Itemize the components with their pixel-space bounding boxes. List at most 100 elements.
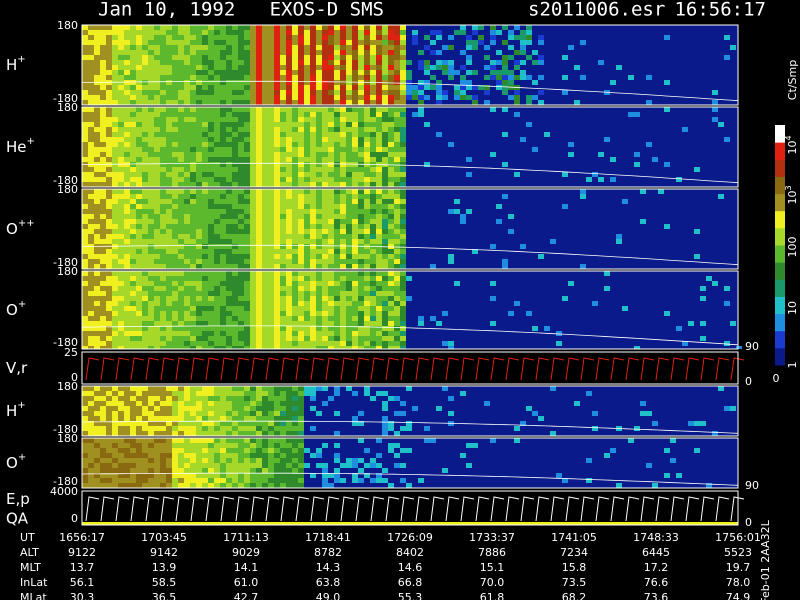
cell xyxy=(226,473,232,478)
cell xyxy=(142,30,148,35)
cell xyxy=(280,219,286,224)
cell xyxy=(304,346,310,349)
cell xyxy=(244,65,250,70)
cell xyxy=(154,296,160,301)
panel-frame xyxy=(81,490,739,526)
cell xyxy=(322,468,328,473)
cell xyxy=(334,182,340,187)
cell xyxy=(208,224,214,229)
cell xyxy=(310,100,316,105)
cell xyxy=(316,107,322,112)
cell xyxy=(262,127,268,132)
cell xyxy=(130,25,136,30)
cell xyxy=(322,177,328,182)
cell xyxy=(220,177,226,182)
label-sup: + xyxy=(18,299,26,310)
cell xyxy=(124,438,130,443)
cell xyxy=(238,468,244,473)
cell xyxy=(322,50,328,55)
cell xyxy=(196,296,202,301)
cell xyxy=(130,30,136,35)
cell xyxy=(634,162,640,167)
cell xyxy=(250,204,256,209)
cell xyxy=(232,45,238,50)
cell xyxy=(262,234,268,239)
cell xyxy=(250,209,256,214)
cell xyxy=(286,306,292,311)
cell xyxy=(340,152,346,157)
cell xyxy=(568,45,574,50)
cell xyxy=(238,75,244,80)
cell xyxy=(634,112,640,117)
cell xyxy=(424,438,430,443)
cell xyxy=(328,182,334,187)
cell xyxy=(340,346,346,349)
cell xyxy=(130,483,136,488)
cell xyxy=(274,271,280,276)
cell xyxy=(628,438,634,443)
cell xyxy=(262,291,268,296)
cell xyxy=(322,204,328,209)
cell xyxy=(220,249,226,254)
cell xyxy=(292,199,298,204)
cell xyxy=(184,107,190,112)
cell xyxy=(94,112,100,117)
cell xyxy=(328,219,334,224)
cell xyxy=(328,321,334,326)
cell xyxy=(232,426,238,431)
cell xyxy=(358,127,364,132)
cell xyxy=(136,411,142,416)
cell xyxy=(388,483,394,488)
cell xyxy=(82,30,88,35)
cell xyxy=(148,426,154,431)
cell xyxy=(292,473,298,478)
cell xyxy=(346,311,352,316)
cell xyxy=(88,306,94,311)
cell xyxy=(298,326,304,331)
cell xyxy=(136,85,142,90)
cell xyxy=(142,167,148,172)
cell xyxy=(346,85,352,90)
cell xyxy=(124,453,130,458)
cell xyxy=(364,85,370,90)
cell xyxy=(280,296,286,301)
cell xyxy=(316,209,322,214)
cell xyxy=(232,326,238,331)
cell xyxy=(88,147,94,152)
cell xyxy=(172,95,178,100)
cell xyxy=(202,182,208,187)
cell xyxy=(250,147,256,152)
cell xyxy=(238,326,244,331)
cell xyxy=(232,234,238,239)
cell xyxy=(118,85,124,90)
cell xyxy=(100,30,106,35)
cell xyxy=(100,478,106,483)
cell xyxy=(262,224,268,229)
cell xyxy=(142,80,148,85)
cell xyxy=(142,100,148,105)
cell xyxy=(364,182,370,187)
cell xyxy=(82,321,88,326)
cell xyxy=(160,291,166,296)
cell xyxy=(124,341,130,346)
cell xyxy=(142,453,148,458)
cell xyxy=(376,463,382,468)
cell xyxy=(226,244,232,249)
cell xyxy=(364,331,370,336)
cell xyxy=(142,117,148,122)
cell xyxy=(118,50,124,55)
cell xyxy=(106,341,112,346)
cell xyxy=(166,311,172,316)
cell xyxy=(100,254,106,259)
cell xyxy=(166,40,172,45)
cell xyxy=(442,70,448,75)
cell xyxy=(232,189,238,194)
cell xyxy=(346,122,352,127)
cell xyxy=(142,112,148,117)
cell xyxy=(274,276,280,281)
cell xyxy=(160,157,166,162)
cell xyxy=(370,326,376,331)
cell xyxy=(184,391,190,396)
cell xyxy=(244,321,250,326)
cell xyxy=(274,478,280,483)
